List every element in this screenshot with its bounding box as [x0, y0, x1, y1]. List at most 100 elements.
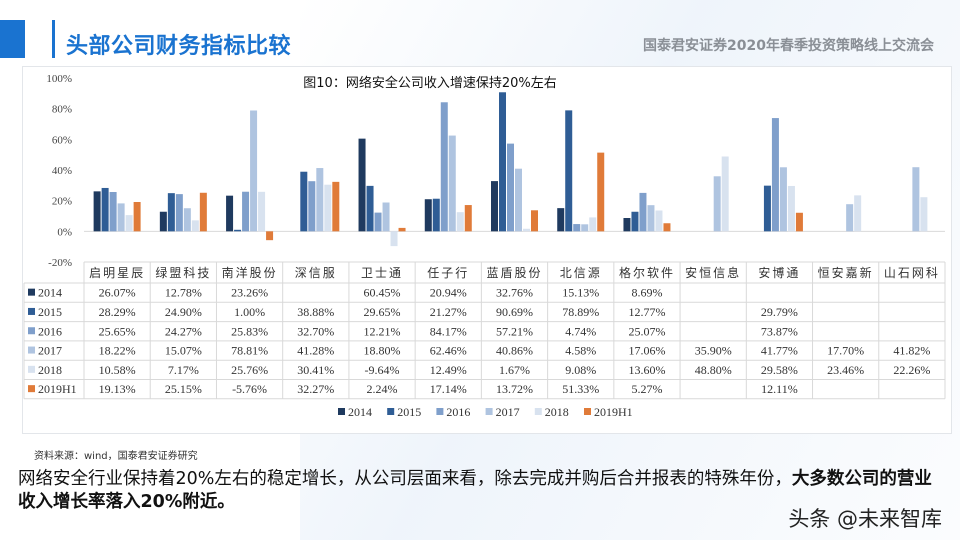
data-cell: 13.60%: [628, 363, 665, 377]
data-cell: 90.69%: [496, 305, 533, 319]
data-cell: 51.33%: [562, 382, 599, 396]
data-cell: 2.24%: [367, 382, 398, 396]
y-tick-label: 100%: [46, 73, 72, 85]
bar-2017-0: [117, 203, 125, 232]
data-cell: 18.80%: [364, 344, 401, 358]
bar-2015-5: [432, 198, 440, 232]
legend-swatch-2014: [338, 408, 345, 415]
bar-2015-1: [167, 193, 175, 232]
bar-2017-10: [779, 167, 787, 232]
legend-key-2016: [28, 327, 35, 335]
category-label: 安博通: [758, 265, 800, 280]
bar-2017-4: [382, 202, 390, 232]
watermark: 头条 @未来智库: [788, 507, 942, 531]
legend-label: 2015: [397, 405, 421, 419]
category-label: 北信源: [560, 266, 602, 280]
bar-2017-11: [846, 204, 854, 232]
bar-2017-3: [316, 168, 324, 232]
data-cell: 26.07%: [99, 286, 136, 300]
bar-2017-8: [647, 205, 655, 232]
category-label: 蓝盾股份: [486, 266, 542, 280]
data-cell: 18.22%: [99, 344, 136, 358]
data-cell: 23.26%: [231, 286, 268, 300]
data-cell: 24.27%: [165, 324, 202, 338]
bar-2016-7: [573, 224, 581, 232]
data-cell: 78.81%: [231, 344, 268, 358]
bar-2017-2: [250, 110, 258, 232]
legend-label: 2017: [496, 405, 520, 419]
y-tick-label: 80%: [52, 104, 72, 116]
data-cell: 19.13%: [99, 382, 136, 396]
legend-key-2018: [28, 365, 35, 373]
data-cell: 21.27%: [430, 305, 467, 319]
data-cell: 10.58%: [99, 363, 136, 377]
data-cell: 22.26%: [893, 363, 930, 377]
data-cell: 38.88%: [297, 305, 334, 319]
row-label: 2014: [38, 286, 62, 300]
y-tick-label: 20%: [52, 196, 72, 208]
bar-2018-2: [258, 191, 266, 232]
legend-swatch-2015: [387, 408, 395, 415]
bar-2018-4: [390, 231, 398, 247]
bar-2016-10: [771, 118, 779, 232]
data-cell: -5.76%: [232, 382, 267, 396]
source-note: 资料来源：wind，国泰君安证券研究: [34, 451, 198, 462]
data-cell: 12.21%: [364, 324, 401, 338]
bar-2018-1: [191, 220, 199, 232]
data-cell: 17.14%: [430, 382, 467, 396]
data-cell: 30.41%: [297, 363, 334, 377]
chart-container: [22, 66, 952, 434]
data-cell: 41.28%: [297, 344, 334, 358]
bar-2017-5: [448, 135, 456, 232]
data-cell: 15.13%: [562, 286, 599, 300]
data-cell: 12.77%: [628, 305, 665, 319]
bar-2019H1-5: [464, 205, 472, 232]
bar-2014-5: [424, 199, 432, 232]
legend-label: 2018: [545, 405, 569, 419]
bar-2016-0: [109, 192, 117, 232]
bar-2018-12: [920, 197, 928, 232]
data-cell: 41.77%: [761, 344, 798, 358]
category-label: 安恒信息: [685, 265, 741, 280]
category-label: 山石网科: [884, 266, 940, 280]
row-label: 2017: [38, 344, 62, 358]
bar-2016-8: [639, 192, 647, 232]
bar-2016-3: [308, 181, 316, 232]
data-cell: 8.69%: [631, 286, 662, 300]
bar-2017-12: [912, 167, 920, 232]
data-cell: 29.65%: [364, 305, 401, 319]
data-cell: 15.07%: [165, 344, 202, 358]
data-cell: 1.67%: [499, 363, 530, 377]
bar-2015-3: [300, 171, 308, 232]
category-label: 绿盟科技: [155, 265, 211, 280]
bar-2019H1-4: [398, 227, 406, 232]
data-cell: 32.76%: [496, 286, 533, 300]
bar-2018-9: [721, 156, 729, 232]
data-cell: 12.49%: [430, 363, 467, 377]
data-cell: 5.27%: [631, 382, 662, 396]
data-cell: 25.15%: [165, 382, 202, 396]
data-cell: 41.82%: [893, 344, 930, 358]
data-cell: 62.46%: [430, 344, 467, 358]
bar-2014-2: [226, 195, 234, 232]
data-cell: 73.87%: [761, 324, 798, 338]
bar-2015-2: [234, 229, 242, 232]
bar-2019H1-8: [663, 223, 671, 232]
data-cell: 1.00%: [234, 305, 265, 319]
header-divider: [52, 20, 55, 58]
data-cell: 57.21%: [496, 324, 533, 338]
data-cell: 7.17%: [168, 363, 199, 377]
legend-label: 2014: [348, 405, 372, 419]
data-cell: 24.90%: [165, 305, 202, 319]
data-cell: 25.76%: [231, 363, 268, 377]
page-subtitle: 国泰君安证券2020年春季投资策略线上交流会: [643, 38, 934, 54]
row-label: 2015: [38, 305, 62, 319]
data-cell: 4.74%: [565, 324, 596, 338]
bar-2018-8: [655, 210, 663, 232]
bar-2019H1-10: [795, 212, 803, 232]
bar-2016-1: [175, 194, 183, 232]
row-label: 2019H1: [38, 382, 77, 396]
bar-2014-4: [358, 138, 366, 232]
summary-highlight: 大多数公司的营业收入增长率落入20%附近。: [18, 469, 932, 512]
